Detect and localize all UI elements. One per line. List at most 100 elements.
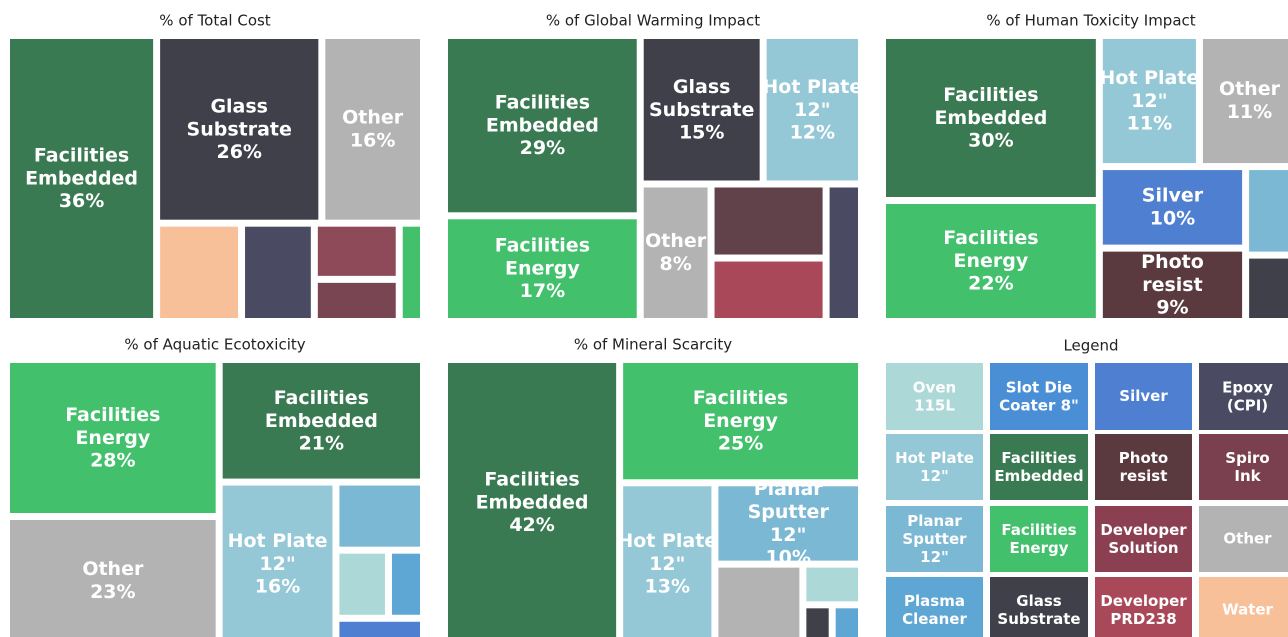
tile-label: Other	[645, 230, 707, 252]
tile	[222, 363, 420, 479]
tile-value: 11%	[1127, 113, 1172, 135]
tile	[317, 282, 396, 318]
tile-label: Facilities Energy	[65, 404, 160, 449]
tile-label: Other	[342, 106, 404, 128]
tile	[245, 226, 311, 318]
legend-label: Water	[1222, 601, 1273, 619]
tile	[1102, 251, 1243, 318]
tile	[339, 485, 420, 547]
tile-label: Glass Substrate	[649, 75, 754, 120]
tile	[1249, 258, 1288, 318]
tile-label: Facilities Embedded	[486, 91, 599, 136]
tile-value: 30%	[968, 130, 1013, 152]
legend-swatch	[886, 506, 983, 572]
tile-value: 10%	[1150, 207, 1195, 229]
tile-label: Facilities Embedded	[476, 468, 589, 513]
tile-value: 21%	[299, 432, 344, 454]
tile	[1249, 170, 1288, 252]
tile-value: 11%	[1227, 101, 1272, 123]
tile-label: Other	[1219, 78, 1281, 100]
legend-swatch	[1199, 363, 1288, 430]
tile-value: 29%	[520, 137, 565, 159]
tile	[448, 363, 617, 637]
tile-label: Hot Plate 12"	[762, 75, 862, 120]
tile-label: Hot Plate 12"	[228, 529, 328, 574]
tile-value: 16%	[350, 129, 395, 151]
tile	[886, 39, 1096, 197]
tile	[339, 553, 385, 615]
chart-title: % of Total Cost	[159, 12, 271, 30]
tile-label: Planar Sputter 12"	[748, 477, 830, 545]
legend-label: Facilities Energy	[1001, 521, 1076, 557]
legend-label: Developer Solution	[1100, 521, 1187, 557]
legend-swatch	[886, 434, 983, 500]
tile-label: Facilities Energy	[495, 234, 590, 279]
legend-swatch	[886, 363, 983, 430]
tile-value: 42%	[509, 514, 554, 536]
legend-label: Plasma Cleaner	[902, 592, 967, 628]
tile	[10, 39, 154, 318]
legend-label: Photo resist	[1119, 449, 1168, 485]
legend-label: Other	[1223, 530, 1272, 548]
chart-title: % of Aquatic Ecotoxicity	[124, 336, 305, 354]
legend-label: Epoxy (CPI)	[1222, 378, 1273, 414]
legend-swatch	[1095, 577, 1192, 637]
tile	[448, 219, 637, 318]
tile-label: Other	[82, 558, 144, 580]
tile	[339, 621, 420, 637]
tile-value: 13%	[645, 576, 690, 598]
tile	[160, 39, 319, 220]
chart-title: % of Human Toxicity Impact	[986, 12, 1195, 30]
tile	[806, 567, 858, 602]
tile	[1102, 170, 1243, 245]
legend-label: Planar Sputter 12"	[902, 512, 967, 566]
legend-label: Hot Plate 12"	[895, 449, 974, 485]
tile	[714, 261, 823, 318]
tile	[766, 39, 858, 181]
tile-label: Facilities Energy	[693, 387, 788, 432]
tile-label: Hot Plate 12"	[1099, 67, 1199, 112]
tile-value: 10%	[765, 546, 810, 568]
tile	[1102, 39, 1196, 164]
tile	[623, 486, 712, 637]
legend-label: Slot Die Coater 8"	[999, 378, 1079, 414]
tile-value: 25%	[718, 433, 763, 455]
tile	[1202, 39, 1288, 164]
tile	[623, 363, 858, 480]
tile	[317, 226, 396, 276]
tile	[160, 226, 239, 318]
tile-value: 16%	[255, 575, 300, 597]
tile-value: 28%	[90, 450, 135, 472]
tile	[835, 608, 858, 637]
tile-value: 9%	[1156, 296, 1188, 318]
tile-value: 12%	[790, 121, 835, 143]
tile	[718, 567, 800, 637]
tile	[391, 553, 420, 615]
tile-value: 17%	[520, 280, 565, 302]
legend-swatch	[1095, 506, 1192, 572]
legend-swatch	[1095, 434, 1192, 500]
legend-label: Facilities Embedded	[994, 449, 1083, 485]
tile	[325, 39, 420, 220]
legend-swatch	[1095, 363, 1192, 430]
legend-label: Silver	[1119, 387, 1168, 405]
tile	[829, 187, 858, 318]
tile-label: Facilities Embedded	[25, 144, 138, 189]
tile	[806, 608, 829, 637]
tile-label: Facilities Embedded	[934, 84, 1047, 129]
legend-label: Glass Substrate	[997, 592, 1080, 628]
tile-value: 22%	[968, 273, 1013, 295]
tile-value: 26%	[216, 141, 261, 163]
tile-label: Facilities Embedded	[265, 386, 378, 431]
tile-label: Facilities Energy	[943, 227, 1038, 272]
tile	[643, 187, 708, 318]
tile-label: Glass Substrate	[187, 95, 292, 140]
tile-label: Photo resist	[1141, 250, 1204, 295]
tile-value: 15%	[679, 121, 724, 143]
tile	[10, 520, 216, 637]
tile	[222, 485, 333, 637]
tile	[714, 187, 823, 255]
tile-value: 23%	[90, 581, 135, 603]
tile-label: Hot Plate 12"	[617, 530, 717, 575]
